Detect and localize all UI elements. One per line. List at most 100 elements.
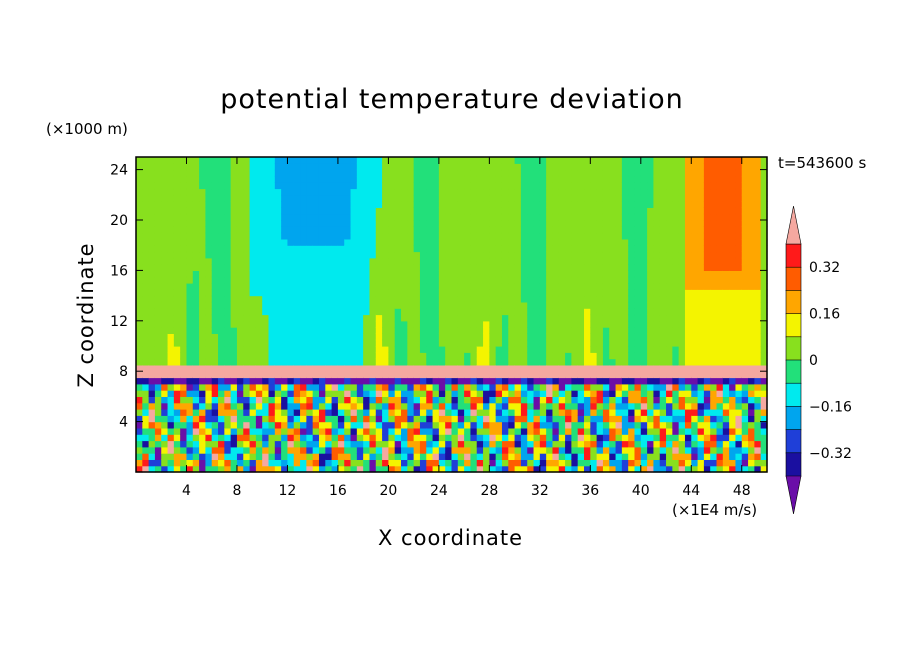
contour-cell xyxy=(445,371,453,379)
contour-cell xyxy=(255,163,263,171)
contour-cell xyxy=(230,270,238,278)
contour-cell xyxy=(691,383,699,391)
contour-cell xyxy=(445,194,453,202)
contour-cell xyxy=(678,320,686,328)
contour-cell xyxy=(495,169,503,177)
contour-cell xyxy=(375,226,383,234)
contour-cell xyxy=(571,402,579,410)
contour-cell xyxy=(287,308,295,316)
contour-cell xyxy=(741,283,749,290)
contour-cell xyxy=(262,409,270,416)
contour-cell xyxy=(489,245,497,253)
contour-cell xyxy=(684,276,692,284)
contour-cell xyxy=(514,194,522,202)
contour-cell xyxy=(148,283,156,290)
contour-cell xyxy=(369,364,377,372)
contour-cell xyxy=(337,251,345,259)
contour-cell xyxy=(539,169,547,177)
contour-cell xyxy=(697,440,705,448)
contour-cell xyxy=(716,459,724,467)
contour-cell xyxy=(628,396,636,404)
contour-cell xyxy=(716,257,724,265)
contour-cell xyxy=(337,270,345,278)
contour-cell xyxy=(558,390,566,397)
contour-cell xyxy=(571,213,579,221)
contour-cell xyxy=(666,346,673,353)
contour-cell xyxy=(274,352,282,360)
contour-cell xyxy=(363,157,371,164)
contour-cell xyxy=(154,364,162,372)
contour-cell xyxy=(716,383,724,391)
contour-cell xyxy=(173,226,181,234)
contour-cell xyxy=(596,383,604,391)
contour-cell xyxy=(470,314,478,322)
contour-cell xyxy=(666,440,673,448)
contour-cell xyxy=(369,402,377,410)
contour-cell xyxy=(306,157,314,164)
contour-cell xyxy=(407,289,415,297)
contour-cell xyxy=(274,364,282,372)
contour-cell xyxy=(419,396,427,404)
contour-cell xyxy=(419,169,427,177)
contour-cell xyxy=(337,207,345,215)
contour-cell xyxy=(476,427,484,435)
contour-cell xyxy=(363,301,371,309)
contour-cell xyxy=(325,226,333,234)
contour-cell xyxy=(697,283,705,290)
contour-cell xyxy=(224,213,232,221)
contour-cell xyxy=(438,283,446,290)
contour-cell xyxy=(337,446,345,454)
contour-cell xyxy=(691,188,699,196)
contour-cell xyxy=(621,446,629,454)
contour-cell xyxy=(432,421,440,429)
contour-cell xyxy=(205,364,213,372)
contour-cell xyxy=(407,188,415,196)
contour-cell xyxy=(741,440,749,448)
contour-cell xyxy=(401,320,408,328)
contour-cell xyxy=(577,396,585,404)
contour-cell xyxy=(300,453,307,460)
contour-cell xyxy=(331,346,339,353)
contour-cell xyxy=(697,295,705,303)
contour-cell xyxy=(312,251,320,259)
contour-cell xyxy=(407,434,415,442)
contour-cell xyxy=(577,226,585,234)
contour-cell xyxy=(533,371,541,379)
contour-cell xyxy=(236,327,244,334)
contour-cell xyxy=(268,276,276,284)
contour-cell xyxy=(495,320,503,328)
contour-cell xyxy=(426,339,434,347)
contour-cell xyxy=(476,364,484,372)
contour-cell xyxy=(464,453,472,460)
contour-cell xyxy=(167,415,175,423)
contour-cell xyxy=(691,371,699,379)
contour-cell xyxy=(602,314,610,322)
contour-cell xyxy=(375,175,383,183)
contour-cell xyxy=(369,257,377,265)
contour-cell xyxy=(577,157,585,164)
contour-cell xyxy=(255,289,263,297)
contour-cell xyxy=(356,377,364,385)
contour-cell xyxy=(621,327,629,334)
contour-cell xyxy=(760,308,768,316)
contour-cell xyxy=(666,182,673,190)
contour-cell xyxy=(382,327,389,334)
contour-cell xyxy=(647,453,655,460)
contour-cell xyxy=(281,377,289,385)
contour-cell xyxy=(558,396,566,404)
contour-cell xyxy=(419,163,427,171)
contour-cell xyxy=(697,308,705,316)
contour-cell xyxy=(609,314,617,322)
contour-cell xyxy=(325,453,333,460)
contour-cell xyxy=(672,327,680,334)
contour-cell xyxy=(678,301,686,309)
contour-cell xyxy=(565,188,572,196)
contour-cell xyxy=(533,257,541,265)
contour-cell xyxy=(596,390,604,397)
contour-cell xyxy=(192,301,200,309)
contour-cell xyxy=(527,314,535,322)
contour-cell xyxy=(520,465,528,473)
contour-cell xyxy=(584,383,591,391)
contour-cell xyxy=(432,289,440,297)
contour-cell xyxy=(483,409,490,416)
